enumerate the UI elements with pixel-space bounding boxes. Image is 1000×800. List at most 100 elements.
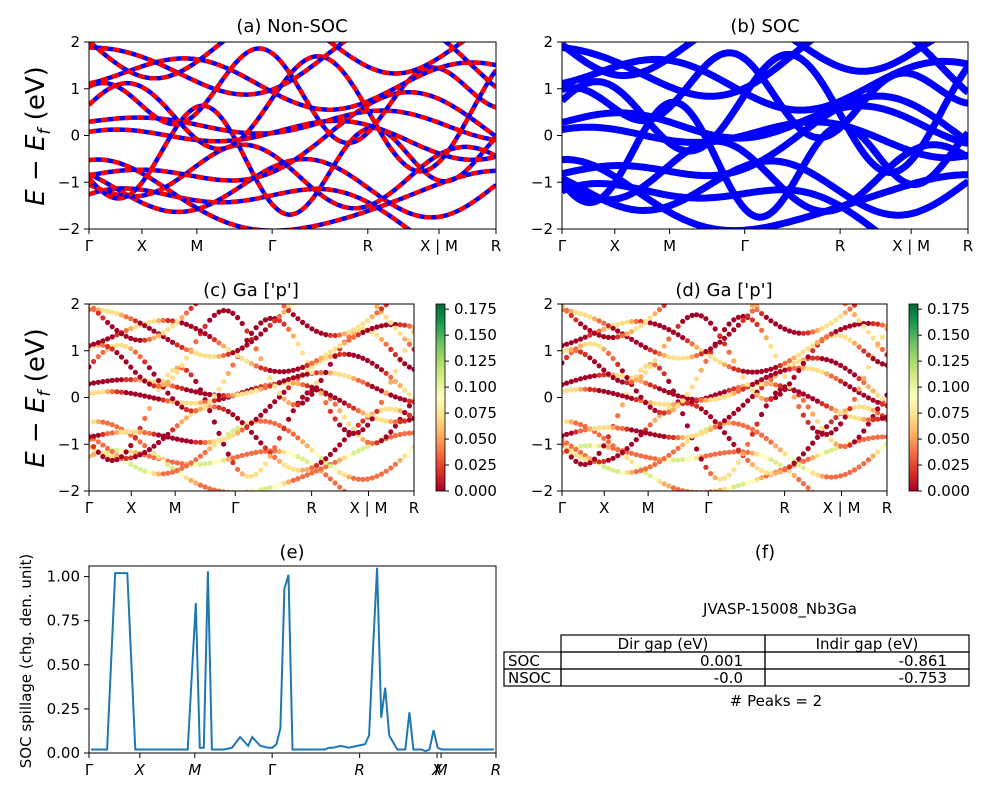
scatter-point bbox=[137, 452, 143, 458]
y-tick-label: 1.00 bbox=[47, 568, 80, 586]
scatter-point bbox=[847, 406, 853, 412]
scatter-point bbox=[341, 331, 347, 337]
scatter-point bbox=[170, 469, 176, 475]
scatter-point bbox=[782, 467, 788, 473]
scatter-point bbox=[796, 352, 802, 358]
scatter-point bbox=[100, 379, 106, 385]
scatter-point bbox=[392, 378, 398, 384]
scatter-point bbox=[842, 381, 848, 387]
scatter-point bbox=[286, 450, 292, 456]
scatter-point bbox=[402, 361, 408, 367]
scatter-point bbox=[193, 350, 199, 356]
scatter-point bbox=[712, 396, 718, 402]
scatter-point bbox=[406, 364, 412, 370]
scatter-point bbox=[842, 304, 848, 307]
x-tick-label: X bbox=[126, 499, 136, 517]
scatter-point bbox=[819, 473, 825, 479]
scatter-point bbox=[388, 429, 394, 435]
scatter-point bbox=[879, 346, 886, 352]
scatter-point bbox=[652, 357, 658, 363]
scatter-point bbox=[870, 388, 876, 394]
scatter-point bbox=[374, 416, 380, 422]
scatter-point bbox=[833, 408, 839, 414]
scatter-point bbox=[267, 403, 273, 409]
scatter-point bbox=[318, 466, 324, 472]
scatter-point bbox=[402, 336, 408, 342]
scatter-point bbox=[838, 362, 844, 368]
scatter-point bbox=[365, 412, 371, 418]
scatter-point bbox=[332, 370, 338, 376]
scatter-point bbox=[295, 467, 301, 473]
x-tick-label: X bbox=[599, 499, 609, 517]
scatter-point bbox=[262, 366, 268, 372]
scatter-point bbox=[610, 443, 616, 449]
scatter-point bbox=[258, 449, 264, 455]
scatter-point bbox=[165, 398, 171, 404]
scatter-point bbox=[564, 341, 570, 347]
scatter-point bbox=[619, 393, 626, 399]
scatter-point bbox=[309, 465, 315, 471]
colorbar-tick-label: 0.125 bbox=[454, 352, 497, 370]
scatter-point bbox=[721, 327, 728, 333]
scatter-point bbox=[633, 326, 639, 332]
scatter-point bbox=[735, 384, 742, 391]
scatter-point bbox=[694, 312, 700, 318]
y-tick-label: 0.75 bbox=[47, 612, 80, 630]
scatter-point bbox=[383, 322, 389, 328]
scatter-point bbox=[749, 478, 756, 484]
scatter-point bbox=[128, 390, 134, 396]
scatter-point bbox=[337, 280, 342, 285]
scatter-point bbox=[578, 311, 584, 317]
band-line bbox=[562, 104, 968, 145]
scatter-point bbox=[225, 451, 231, 457]
scatter-point bbox=[847, 323, 853, 329]
scatter-point bbox=[814, 418, 821, 424]
scatter-point bbox=[193, 389, 199, 395]
scatter-point bbox=[601, 388, 607, 394]
scatter-point bbox=[374, 408, 380, 414]
scatter-point bbox=[605, 434, 612, 440]
scatter-point bbox=[137, 374, 143, 380]
scatter-point bbox=[782, 367, 788, 373]
scatter-point bbox=[128, 449, 134, 455]
scatter-point bbox=[731, 441, 737, 447]
band-line bbox=[562, 42, 933, 77]
scatter-point bbox=[392, 423, 398, 429]
scatter-point bbox=[870, 397, 876, 403]
scatter-point bbox=[796, 277, 801, 282]
scatter-point bbox=[629, 458, 635, 465]
scatter-point bbox=[726, 387, 732, 393]
scatter-point bbox=[393, 295, 398, 300]
band-line bbox=[89, 186, 412, 229]
scatter-point bbox=[188, 323, 194, 329]
scatter-point bbox=[369, 475, 375, 481]
scatter-point bbox=[578, 349, 584, 355]
scatter-point bbox=[717, 359, 723, 365]
scatter-point bbox=[791, 355, 797, 361]
scatter-point bbox=[341, 455, 347, 461]
scatter-point bbox=[684, 355, 691, 361]
scatter-point bbox=[183, 400, 190, 406]
scatter-point bbox=[782, 282, 787, 287]
scatter-point bbox=[327, 332, 333, 338]
scatter-point bbox=[564, 440, 570, 446]
scatter-point bbox=[179, 320, 185, 326]
scatter-point bbox=[591, 387, 598, 393]
scatter-point bbox=[197, 439, 203, 445]
scatter-point bbox=[615, 334, 621, 340]
scatter-point bbox=[244, 390, 250, 396]
scatter-point bbox=[666, 336, 672, 342]
scatter-point bbox=[694, 353, 700, 359]
scatter-point bbox=[721, 389, 728, 395]
scatter-point bbox=[188, 411, 194, 417]
scatter-point bbox=[871, 290, 876, 295]
scatter-point bbox=[735, 447, 742, 453]
scatter-point bbox=[170, 318, 176, 324]
scatter-point bbox=[805, 354, 811, 360]
scatter-point bbox=[253, 335, 259, 341]
scatter-point bbox=[132, 377, 138, 383]
scatter-point bbox=[327, 349, 333, 355]
scatter-point bbox=[708, 426, 714, 433]
colorbar-tick-label: 0.075 bbox=[927, 404, 970, 422]
scatter-point bbox=[568, 308, 574, 314]
